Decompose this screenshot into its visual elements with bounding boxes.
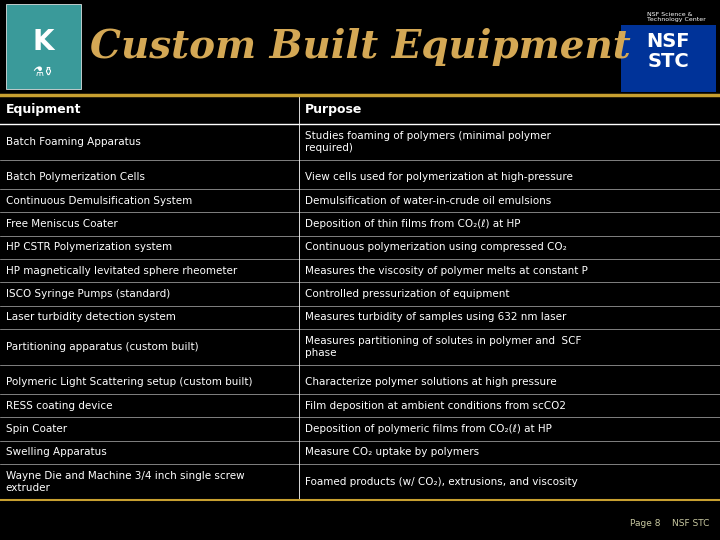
Text: K: K — [33, 29, 54, 57]
Text: Foamed products (w/ CO₂), extrusions, and viscosity: Foamed products (w/ CO₂), extrusions, an… — [305, 477, 577, 487]
Text: Deposition of thin films from CO₂(ℓ) at HP: Deposition of thin films from CO₂(ℓ) at … — [305, 219, 520, 229]
Text: NSF Science &
Technology Center: NSF Science & Technology Center — [647, 11, 706, 22]
Text: Deposition of polymeric films from CO₂(ℓ) at HP: Deposition of polymeric films from CO₂(ℓ… — [305, 424, 552, 434]
Text: Polymeric Light Scattering setup (custom built): Polymeric Light Scattering setup (custom… — [6, 377, 252, 387]
Text: ISCO Syringe Pumps (standard): ISCO Syringe Pumps (standard) — [6, 289, 170, 299]
Text: Spin Coater: Spin Coater — [6, 424, 67, 434]
Text: Characterize polymer solutions at high pressure: Characterize polymer solutions at high p… — [305, 377, 556, 387]
Bar — [6, 4, 81, 89]
Text: Laser turbidity detection system: Laser turbidity detection system — [6, 313, 176, 322]
Text: Wayne Die and Machine 3/4 inch single screw
extruder: Wayne Die and Machine 3/4 inch single sc… — [6, 471, 244, 492]
Text: Swelling Apparatus: Swelling Apparatus — [6, 447, 107, 457]
Text: Page 8    NSF STC: Page 8 NSF STC — [630, 519, 709, 528]
Text: Measures partitioning of solutes in polymer and  SCF
phase: Measures partitioning of solutes in poly… — [305, 336, 581, 357]
Bar — [0, 0, 720, 94]
Text: Demulsification of water-in-crude oil emulsions: Demulsification of water-in-crude oil em… — [305, 195, 551, 206]
Text: Measures turbidity of samples using 632 nm laser: Measures turbidity of samples using 632 … — [305, 313, 566, 322]
Text: HP CSTR Polymerization system: HP CSTR Polymerization system — [6, 242, 172, 252]
Text: Controlled pressurization of equipment: Controlled pressurization of equipment — [305, 289, 509, 299]
Text: RESS coating device: RESS coating device — [6, 401, 112, 410]
Text: Film deposition at ambient conditions from scCO2: Film deposition at ambient conditions fr… — [305, 401, 566, 410]
Text: Purpose: Purpose — [305, 103, 362, 116]
Text: Batch Foaming Apparatus: Batch Foaming Apparatus — [6, 137, 140, 147]
Text: Partitioning apparatus (custom built): Partitioning apparatus (custom built) — [6, 342, 199, 352]
Text: Continuous Demulsification System: Continuous Demulsification System — [6, 195, 192, 206]
Text: Measures the viscosity of polymer melts at constant P: Measures the viscosity of polymer melts … — [305, 266, 588, 276]
Text: NSF
STC: NSF STC — [647, 32, 690, 71]
Text: Batch Polymerization Cells: Batch Polymerization Cells — [6, 172, 145, 183]
Text: View cells used for polymerization at high-pressure: View cells used for polymerization at hi… — [305, 172, 572, 183]
Text: Free Meniscus Coater: Free Meniscus Coater — [6, 219, 117, 229]
Text: Measure CO₂ uptake by polymers: Measure CO₂ uptake by polymers — [305, 447, 479, 457]
Bar — [621, 25, 716, 92]
Text: ⚗⚱: ⚗⚱ — [32, 66, 55, 79]
Text: HP magnetically levitated sphere rheometer: HP magnetically levitated sphere rheomet… — [6, 266, 237, 276]
Text: Studies foaming of polymers (minimal polymer
required): Studies foaming of polymers (minimal pol… — [305, 131, 550, 153]
Text: Equipment: Equipment — [6, 103, 81, 116]
Text: Custom Built Equipment: Custom Built Equipment — [89, 28, 631, 66]
Text: Continuous polymerization using compressed CO₂: Continuous polymerization using compress… — [305, 242, 567, 252]
